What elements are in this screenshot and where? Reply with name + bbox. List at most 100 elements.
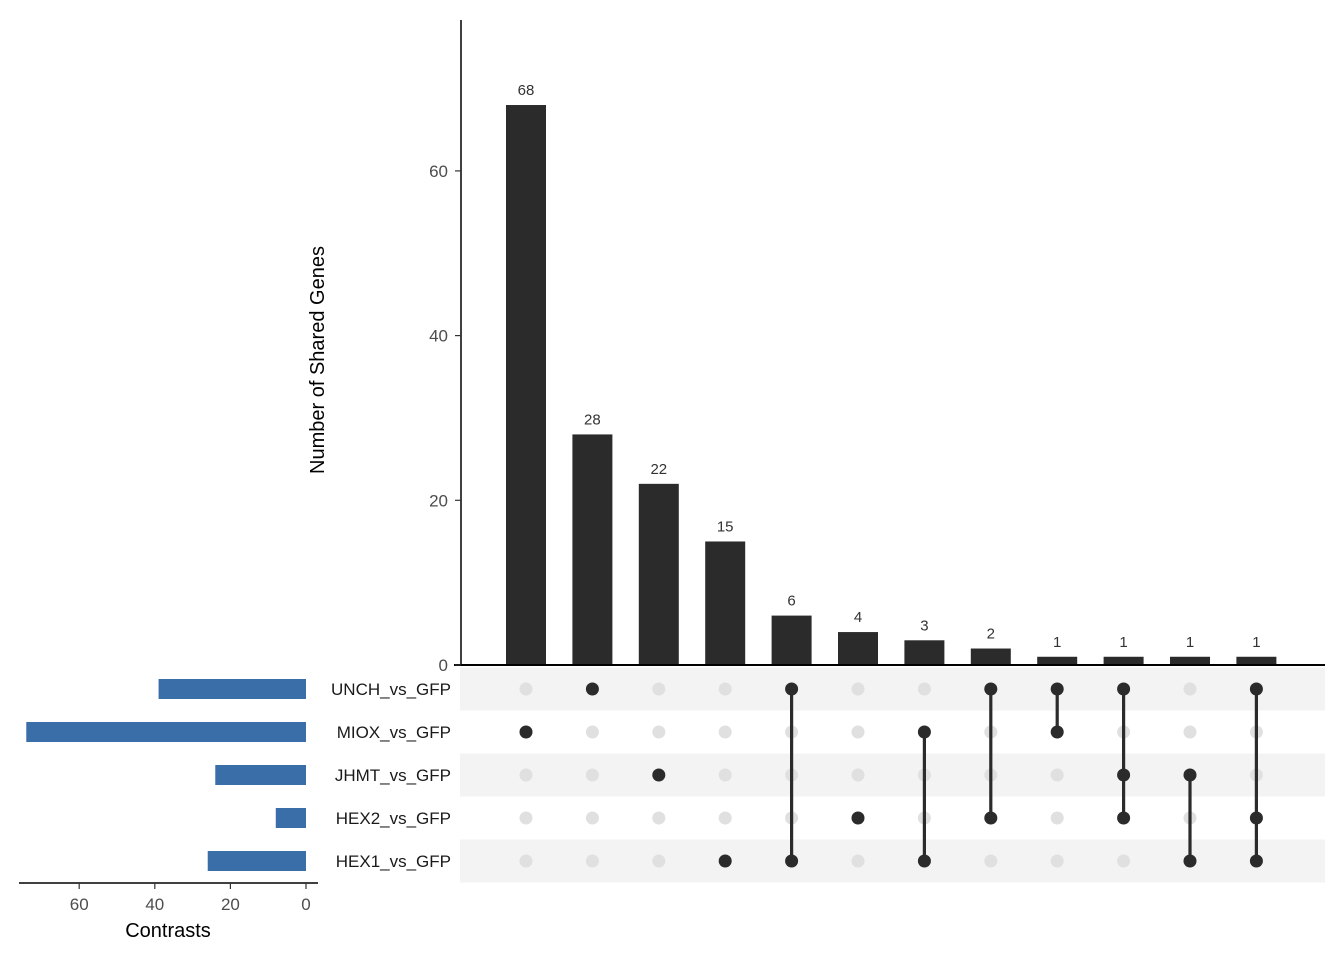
intersection-bar-label: 28 bbox=[584, 411, 601, 428]
intersection-bar-label: 1 bbox=[1186, 634, 1194, 651]
intersection-bar bbox=[1037, 656, 1078, 665]
matrix-dot-inactive bbox=[718, 725, 732, 739]
intersection-bar-label: 1 bbox=[1252, 634, 1260, 651]
matrix-dot-inactive bbox=[1117, 854, 1131, 868]
matrix-dot-inactive bbox=[718, 768, 732, 782]
matrix-stripe bbox=[460, 753, 1325, 797]
intersection-bar-label: 4 bbox=[854, 609, 862, 626]
matrix-dot-active bbox=[1249, 854, 1263, 868]
intersection-bar bbox=[838, 632, 878, 665]
matrix-dot-inactive bbox=[519, 854, 533, 868]
intersection-bar-label: 1 bbox=[1053, 634, 1061, 651]
matrix-dot-active bbox=[1050, 682, 1064, 696]
matrix-dot-active bbox=[1050, 725, 1064, 739]
matrix-dot-inactive bbox=[585, 768, 599, 782]
intersection-bar bbox=[638, 483, 679, 665]
intersection-bar-label: 1 bbox=[1119, 634, 1127, 651]
set-size-bar bbox=[26, 722, 307, 742]
matrix-stripe bbox=[460, 667, 1325, 711]
set-size-bars bbox=[26, 679, 307, 871]
matrix-dot-active bbox=[1117, 811, 1131, 825]
matrix-dot-inactive bbox=[519, 768, 533, 782]
matrix-dot-inactive bbox=[652, 854, 666, 868]
set-size-bar bbox=[215, 765, 306, 785]
matrix-dot-inactive bbox=[1183, 725, 1197, 739]
matrix-dot-inactive bbox=[1183, 682, 1197, 696]
intersection-bar-label: 6 bbox=[787, 593, 795, 610]
intersection-bar bbox=[771, 615, 812, 665]
matrix-dot-active bbox=[1183, 854, 1197, 868]
matrix-dot-inactive bbox=[1050, 811, 1064, 825]
set-size-bar bbox=[158, 679, 306, 699]
set-size-tick-label: 40 bbox=[145, 895, 164, 914]
matrix-dot-inactive bbox=[851, 768, 865, 782]
y-tick-label: 60 bbox=[429, 162, 448, 181]
matrix-dot-inactive bbox=[585, 854, 599, 868]
intersection-bar bbox=[970, 648, 1011, 665]
set-size-axis-title: Contrasts bbox=[125, 920, 211, 942]
y-axis: 0 20 40 60 bbox=[429, 20, 1325, 675]
set-size-bar bbox=[275, 808, 306, 828]
matrix-dot-active bbox=[718, 854, 732, 868]
matrix-dot-inactive bbox=[851, 725, 865, 739]
intersection-bar bbox=[904, 640, 945, 665]
matrix-dot-inactive bbox=[519, 682, 533, 696]
set-names: UNCH_vs_GFP MIOX_vs_GFP JHMT_vs_GFP HEX2_vs… bbox=[331, 680, 451, 871]
matrix-dot-active bbox=[785, 854, 799, 868]
matrix-dot-inactive bbox=[652, 725, 666, 739]
set-size-tick-label: 0 bbox=[301, 895, 310, 914]
set-name-label: HEX1_vs_GFP bbox=[336, 852, 451, 871]
matrix-dot-inactive bbox=[585, 811, 599, 825]
intersection-bar bbox=[506, 105, 546, 665]
matrix-dot-inactive bbox=[1050, 854, 1064, 868]
matrix-dot-inactive bbox=[1050, 768, 1064, 782]
set-name-label: UNCH_vs_GFP bbox=[331, 680, 451, 699]
y-tick-label: 0 bbox=[439, 656, 448, 675]
matrix-dot-active bbox=[984, 682, 998, 696]
intersection-bar-label: 15 bbox=[717, 518, 734, 535]
intersection-bars bbox=[506, 105, 1277, 665]
matrix-dot-active bbox=[917, 725, 931, 739]
set-size-axis: 60 40 20 0 bbox=[19, 882, 318, 914]
matrix-dot-active bbox=[984, 811, 998, 825]
matrix-dot-inactive bbox=[718, 682, 732, 696]
y-tick-label: 40 bbox=[429, 327, 448, 346]
intersection-bar-label: 3 bbox=[920, 617, 928, 634]
intersection-bar-label: 68 bbox=[518, 82, 535, 99]
matrix-dot-inactive bbox=[718, 811, 732, 825]
set-name-label: MIOX_vs_GFP bbox=[337, 723, 451, 742]
matrix-dot-active bbox=[1117, 768, 1131, 782]
intersection-bar-label: 22 bbox=[650, 461, 667, 478]
matrix-dot-inactive bbox=[652, 682, 666, 696]
intersection-bar bbox=[705, 541, 746, 665]
set-size-bar bbox=[207, 851, 306, 871]
intersection-bar bbox=[1236, 656, 1277, 665]
set-size-tick-label: 20 bbox=[221, 895, 240, 914]
matrix-dot-active bbox=[1249, 682, 1263, 696]
matrix-stripes bbox=[460, 667, 1325, 883]
y-tick-label: 20 bbox=[429, 491, 448, 510]
matrix-dot-active bbox=[785, 682, 799, 696]
matrix-dot-active bbox=[1183, 768, 1197, 782]
matrix-dot-active bbox=[917, 854, 931, 868]
intersection-bar bbox=[1103, 656, 1144, 665]
matrix-dot-active bbox=[851, 811, 865, 825]
y-axis-title: Number of Shared Genes bbox=[307, 246, 329, 474]
matrix-dot-inactive bbox=[851, 682, 865, 696]
set-name-label: HEX2_vs_GFP bbox=[336, 809, 451, 828]
intersection-bar bbox=[1170, 656, 1210, 665]
set-name-label: JHMT_vs_GFP bbox=[335, 766, 451, 785]
matrix-dot-inactive bbox=[917, 682, 931, 696]
matrix-dot-active bbox=[585, 682, 599, 696]
matrix-dot-inactive bbox=[984, 854, 998, 868]
intersection-matrix bbox=[519, 682, 1263, 868]
matrix-dot-inactive bbox=[851, 854, 865, 868]
matrix-dot-active bbox=[519, 725, 533, 739]
matrix-dot-inactive bbox=[652, 811, 666, 825]
matrix-dot-active bbox=[652, 768, 666, 782]
matrix-dot-active bbox=[1249, 811, 1263, 825]
matrix-stripe bbox=[460, 839, 1325, 883]
matrix-dot-inactive bbox=[519, 811, 533, 825]
set-size-tick-label: 60 bbox=[70, 895, 89, 914]
matrix-dot-inactive bbox=[585, 725, 599, 739]
